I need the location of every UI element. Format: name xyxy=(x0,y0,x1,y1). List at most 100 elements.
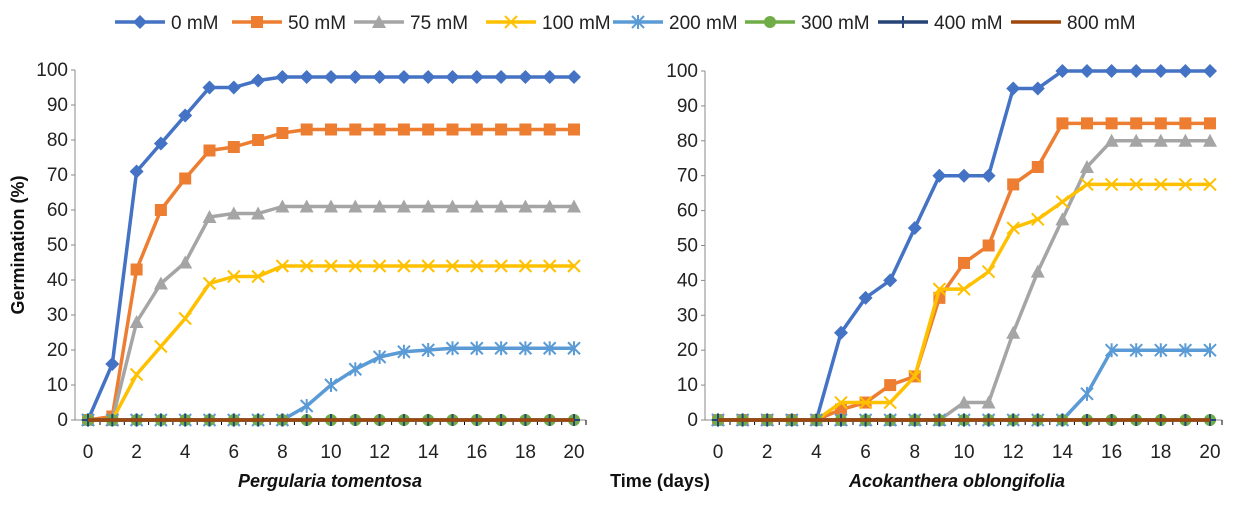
data-point xyxy=(1104,343,1119,358)
y-tick-label: 90 xyxy=(677,96,698,117)
x-tick-label: 10 xyxy=(320,442,341,463)
data-point xyxy=(518,70,533,84)
data-point xyxy=(957,168,971,183)
data-point xyxy=(154,339,168,354)
y-tick-label: 0 xyxy=(57,410,68,431)
data-point xyxy=(445,70,460,84)
data-point xyxy=(397,123,410,136)
y-tick-label: 100 xyxy=(36,60,68,81)
data-point xyxy=(981,264,996,279)
data-point xyxy=(495,123,508,136)
legend-marker xyxy=(764,16,776,28)
data-point xyxy=(932,168,947,183)
panel-1: 0 10 20 30 40 50 60 70 80 90 100 0 2 4 6 8 10 12 14 16 18 20 xyxy=(666,61,1223,463)
data-point xyxy=(858,290,873,305)
data-point xyxy=(251,206,266,220)
data-point xyxy=(567,341,581,356)
data-point xyxy=(251,269,265,284)
data-point xyxy=(1130,117,1143,130)
series-line xyxy=(718,348,1210,422)
data-point xyxy=(372,350,387,364)
data-point xyxy=(1178,133,1193,147)
x-tick-label: 2 xyxy=(131,442,142,463)
x-tick-label: 20 xyxy=(1199,442,1220,463)
legend-label: 300 mM xyxy=(801,13,870,34)
data-point xyxy=(226,80,241,95)
series-100-mM xyxy=(711,177,1217,427)
data-point xyxy=(1203,177,1217,192)
data-point xyxy=(1104,133,1119,147)
y-tick-label: 40 xyxy=(47,270,68,291)
data-point xyxy=(1006,325,1021,339)
legend-item: 100 mM xyxy=(486,13,611,34)
data-point xyxy=(445,199,460,213)
data-point xyxy=(494,70,509,84)
data-point xyxy=(542,341,557,356)
data-point xyxy=(470,123,483,136)
legend-label: 200 mM xyxy=(669,13,738,34)
data-point xyxy=(1055,195,1070,209)
x-tick-label: 0 xyxy=(83,442,94,463)
x-tick-label: 6 xyxy=(229,442,240,463)
data-point xyxy=(1031,212,1045,227)
legend-marker xyxy=(631,15,645,29)
y-tick-label: 20 xyxy=(677,340,698,361)
data-point xyxy=(1006,221,1020,235)
data-point xyxy=(1203,64,1217,78)
x-tick-label: 20 xyxy=(563,442,584,463)
data-point xyxy=(884,379,897,392)
data-point xyxy=(1178,343,1193,358)
data-point xyxy=(518,199,533,213)
data-point xyxy=(178,108,193,123)
legend-marker xyxy=(897,16,909,28)
data-point xyxy=(446,123,459,136)
data-point xyxy=(349,123,362,136)
y-tick-label: 30 xyxy=(677,305,698,326)
data-point xyxy=(299,70,314,84)
data-point xyxy=(348,259,363,273)
data-point xyxy=(300,123,313,136)
x-tick-label: 2 xyxy=(762,442,773,463)
legend-item: 0 mM xyxy=(115,13,219,34)
data-point xyxy=(396,70,411,84)
x-tick-label: 18 xyxy=(515,442,536,463)
data-point xyxy=(445,341,460,356)
data-point xyxy=(1056,117,1069,130)
legend-marker xyxy=(133,15,147,29)
legend-item: 50 mM xyxy=(232,13,346,34)
data-point xyxy=(203,144,216,157)
y-tick-label: 40 xyxy=(677,270,698,291)
data-point xyxy=(130,263,143,276)
y-tick-label: 70 xyxy=(677,166,698,187)
data-point xyxy=(1204,117,1216,130)
data-point xyxy=(1129,64,1144,78)
data-point xyxy=(1203,133,1217,147)
data-point xyxy=(227,269,241,284)
data-point xyxy=(178,311,192,326)
data-point xyxy=(105,357,120,371)
data-point xyxy=(324,70,338,84)
legend-label: 100 mM xyxy=(542,13,611,34)
data-point xyxy=(1105,117,1118,130)
data-point xyxy=(153,276,168,290)
data-point xyxy=(542,259,557,273)
x-axis-label: Time (days) xyxy=(610,471,710,491)
legend-label: 50 mM xyxy=(288,13,346,34)
data-point xyxy=(1080,386,1094,401)
data-point xyxy=(348,70,363,84)
data-point xyxy=(981,395,996,409)
data-point xyxy=(1203,343,1217,358)
y-tick-label: 10 xyxy=(47,375,68,396)
data-point xyxy=(932,282,947,296)
data-point xyxy=(494,259,508,273)
data-point xyxy=(299,199,314,213)
data-point xyxy=(1030,81,1045,96)
x-tick-label: 12 xyxy=(1003,442,1024,463)
data-point xyxy=(252,134,265,146)
data-point xyxy=(1153,133,1168,147)
series-line xyxy=(718,121,1210,422)
data-point xyxy=(275,259,290,273)
data-point xyxy=(325,123,337,136)
data-point xyxy=(883,395,897,410)
